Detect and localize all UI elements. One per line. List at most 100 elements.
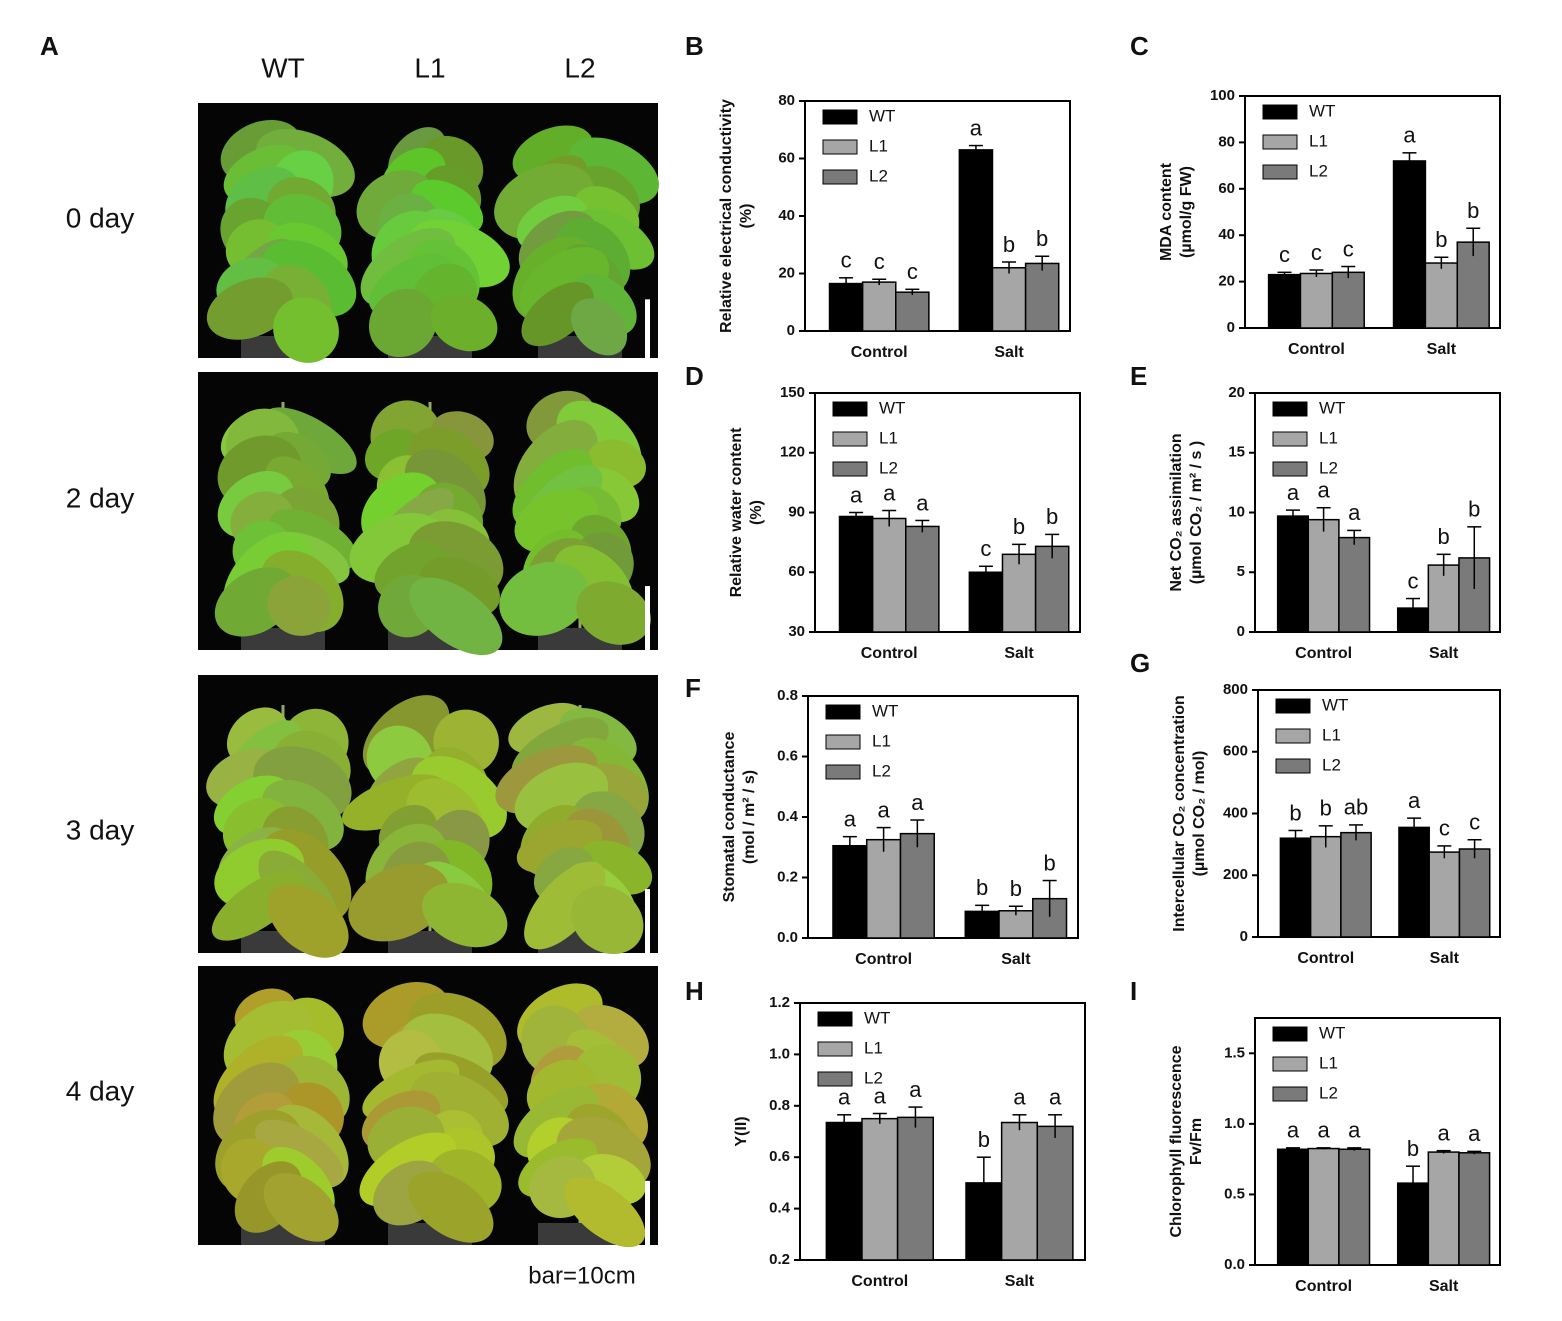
error-bar — [1288, 829, 1303, 846]
leaf — [571, 885, 644, 955]
legend-label: L2 — [879, 458, 898, 477]
plot-frame — [799, 1002, 1086, 1261]
bar — [861, 1117, 899, 1261]
x-tick-label: Salt — [1004, 645, 1034, 662]
error-bar — [849, 511, 864, 521]
leaf — [408, 1171, 494, 1243]
error-bar — [1042, 879, 1057, 917]
error-bar — [1406, 597, 1421, 618]
significance-letter: c — [1469, 810, 1480, 835]
y-axis-label: Stomatal conductance — [721, 732, 738, 903]
x-tick-label: Control — [1295, 1278, 1352, 1295]
y-tick-label: 0.8 — [777, 687, 798, 704]
y-axis-label: MDA content — [1158, 162, 1175, 261]
y-axis-label: Relative water content — [728, 427, 745, 598]
bar — [1279, 837, 1312, 938]
significance-letter: c — [1279, 242, 1290, 267]
legend-label: L2 — [1309, 161, 1328, 180]
significance-letter: b — [1046, 504, 1058, 529]
bar — [1034, 545, 1070, 633]
error-bar — [905, 288, 920, 296]
leaf — [267, 576, 331, 636]
y-axis-label: Relative electrical conductivity — [718, 99, 735, 333]
legend-label: WT — [1319, 1023, 1345, 1042]
y-tick-label: 150 — [780, 384, 805, 401]
y-tick-label: 0.0 — [777, 929, 798, 946]
error-bar — [978, 565, 993, 579]
error-bar — [1285, 1147, 1300, 1151]
bar — [905, 525, 940, 633]
y-axis-label: (%) — [748, 500, 765, 525]
error-bar — [1467, 1150, 1482, 1155]
scale-bar — [645, 299, 650, 358]
legend-label: L2 — [872, 761, 891, 780]
y-tick-label: 0.0 — [1224, 1256, 1245, 1273]
bar — [825, 1121, 863, 1261]
legend-label: L1 — [879, 428, 898, 447]
significance-letter: a — [877, 797, 890, 822]
y-tick-label: 0.4 — [769, 1200, 791, 1217]
significance-letter: a — [850, 482, 863, 507]
panel-letter: A — [40, 31, 59, 61]
bar — [1309, 835, 1342, 938]
error-bar — [1436, 1149, 1451, 1154]
significance-letter: b — [1468, 497, 1480, 522]
significance-letter: b — [1438, 524, 1450, 549]
legend-swatch — [825, 704, 861, 720]
legend-label: WT — [879, 398, 905, 417]
plot-frame — [1254, 1017, 1501, 1266]
legend-label: L2 — [1322, 755, 1341, 774]
y-tick-label: 800 — [1223, 681, 1248, 698]
legend-label: WT — [1309, 101, 1335, 120]
legend-label: L1 — [1322, 725, 1341, 744]
y-tick-label: 0.6 — [769, 1148, 790, 1165]
bar — [1307, 1147, 1340, 1266]
row-label: 4 day — [66, 1075, 135, 1106]
error-bar — [882, 509, 897, 527]
leaf — [273, 297, 339, 363]
y-tick-label: 0 — [1227, 319, 1235, 336]
bar — [838, 515, 874, 633]
error-bar — [1466, 227, 1481, 257]
legend-swatch — [822, 169, 858, 185]
scale-bar — [645, 889, 650, 953]
error-bar — [1316, 1147, 1331, 1150]
error-bar — [1406, 1165, 1421, 1201]
y-tick-label: 0 — [1240, 928, 1248, 945]
legend-label: L1 — [1319, 1053, 1338, 1072]
bar — [991, 267, 1027, 332]
row-label: 2 day — [66, 482, 135, 513]
leaf — [576, 581, 651, 645]
plot-frame — [1244, 95, 1501, 329]
column-label: L1 — [414, 52, 445, 83]
legend-label: L2 — [864, 1068, 883, 1087]
error-bar — [1349, 824, 1364, 841]
legend-swatch — [1275, 728, 1311, 744]
error-bar — [1277, 271, 1292, 277]
error-bar — [1285, 509, 1300, 523]
legend-swatch — [825, 764, 861, 780]
significance-letter: a — [1348, 500, 1361, 525]
leaf — [564, 1176, 646, 1248]
significance-letter: b — [978, 1127, 990, 1152]
y-axis-label: (µmol CO₂ / m² / s ) — [1188, 441, 1205, 584]
y-tick-label: 400 — [1223, 804, 1248, 821]
legend-swatch — [1272, 1026, 1308, 1042]
significance-letter: a — [1287, 1118, 1300, 1143]
y-tick-label: 20 — [1228, 384, 1245, 401]
leaf — [524, 861, 606, 950]
y-axis-label: Net CO₂ assimilation — [1168, 433, 1185, 591]
y-axis-label: Intercellular CO₂ concentration — [1171, 695, 1188, 932]
panel-letter: G — [1130, 648, 1150, 678]
legend-label: WT — [869, 106, 895, 125]
panel-letter: B — [685, 31, 704, 61]
leaf — [368, 288, 438, 358]
x-tick-label: Salt — [1429, 1278, 1459, 1295]
error-bar — [1012, 1114, 1027, 1131]
legend-swatch — [825, 734, 861, 750]
bar — [1458, 848, 1491, 938]
y-tick-label: 10 — [1228, 503, 1245, 520]
significance-letter: b — [1407, 1136, 1419, 1161]
legend-label: WT — [864, 1008, 890, 1027]
